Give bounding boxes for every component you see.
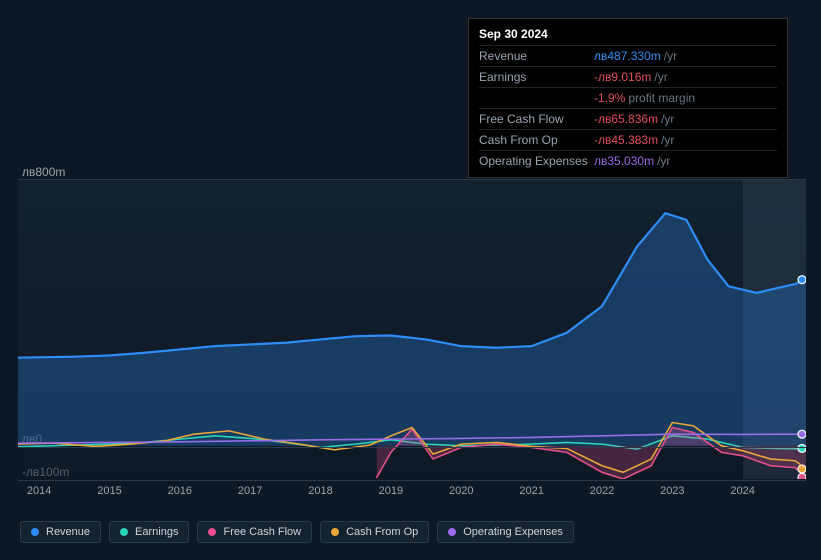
legend-label: Earnings: [135, 526, 178, 538]
tooltip-row: Cash From Op -лв45.383m/yr: [479, 129, 777, 150]
tooltip-value: -лв45.383m/yr: [594, 131, 777, 149]
legend-item-earnings[interactable]: Earnings: [109, 521, 189, 543]
legend-dot-icon: [31, 528, 39, 536]
x-axis-tick: 2024: [730, 485, 754, 497]
x-axis-tick: 2019: [379, 485, 403, 497]
tooltip-label: Earnings: [479, 68, 594, 86]
chart-svg: [18, 180, 806, 479]
legend-label: Free Cash Flow: [223, 526, 301, 538]
x-axis-tick: 2017: [238, 485, 262, 497]
x-axis-tick: 2016: [168, 485, 192, 497]
legend-label: Revenue: [46, 526, 90, 538]
legend-dot-icon: [208, 528, 216, 536]
legend-dot-icon: [448, 528, 456, 536]
tooltip-label: Revenue: [479, 47, 594, 65]
tooltip-title: Sep 30 2024: [479, 25, 777, 45]
legend-dot-icon: [120, 528, 128, 536]
chart-legend: Revenue Earnings Free Cash Flow Cash Fro…: [18, 521, 806, 543]
tooltip-row: Revenue лв487.330m/yr: [479, 45, 777, 66]
x-axis-tick: 2014: [27, 485, 51, 497]
x-axis-tick: 2023: [660, 485, 684, 497]
tooltip-value: лв487.330m/yr: [594, 47, 777, 65]
line-chart[interactable]: [18, 179, 806, 479]
legend-item-cfo[interactable]: Cash From Op: [320, 521, 429, 543]
legend-item-opex[interactable]: Operating Expenses: [437, 521, 574, 543]
x-axis-tick: 2022: [590, 485, 614, 497]
x-axis-tick: 2021: [519, 485, 543, 497]
legend-label: Cash From Op: [346, 526, 418, 538]
chart-area: лв800mлв0-лв100m 20142015201620172018201…: [18, 155, 806, 543]
legend-item-fcf[interactable]: Free Cash Flow: [197, 521, 312, 543]
y-axis-label: лв800m: [22, 165, 65, 179]
tooltip-label: Cash From Op: [479, 131, 594, 149]
legend-label: Operating Expenses: [463, 526, 563, 538]
x-axis-tick: 2015: [97, 485, 121, 497]
tooltip-row: Free Cash Flow -лв65.836m/yr: [479, 108, 777, 129]
tooltip-row: Earnings -лв9.016m/yr: [479, 66, 777, 87]
chart-tooltip: Sep 30 2024 Revenue лв487.330m/yr Earnin…: [468, 18, 788, 178]
x-axis-tick: 2020: [449, 485, 473, 497]
x-axis: 2014 2015 2016 2017 2018 2019 2020 2021 2022 2023…: [18, 479, 806, 503]
legend-item-revenue[interactable]: Revenue: [20, 521, 101, 543]
tooltip-label: Free Cash Flow: [479, 110, 594, 128]
tooltip-subrow: -1.9%profit margin: [479, 87, 777, 108]
x-axis-tick: 2018: [308, 485, 332, 497]
legend-dot-icon: [331, 528, 339, 536]
tooltip-value: -лв65.836m/yr: [594, 110, 777, 128]
tooltip-value: -лв9.016m/yr: [594, 68, 777, 86]
